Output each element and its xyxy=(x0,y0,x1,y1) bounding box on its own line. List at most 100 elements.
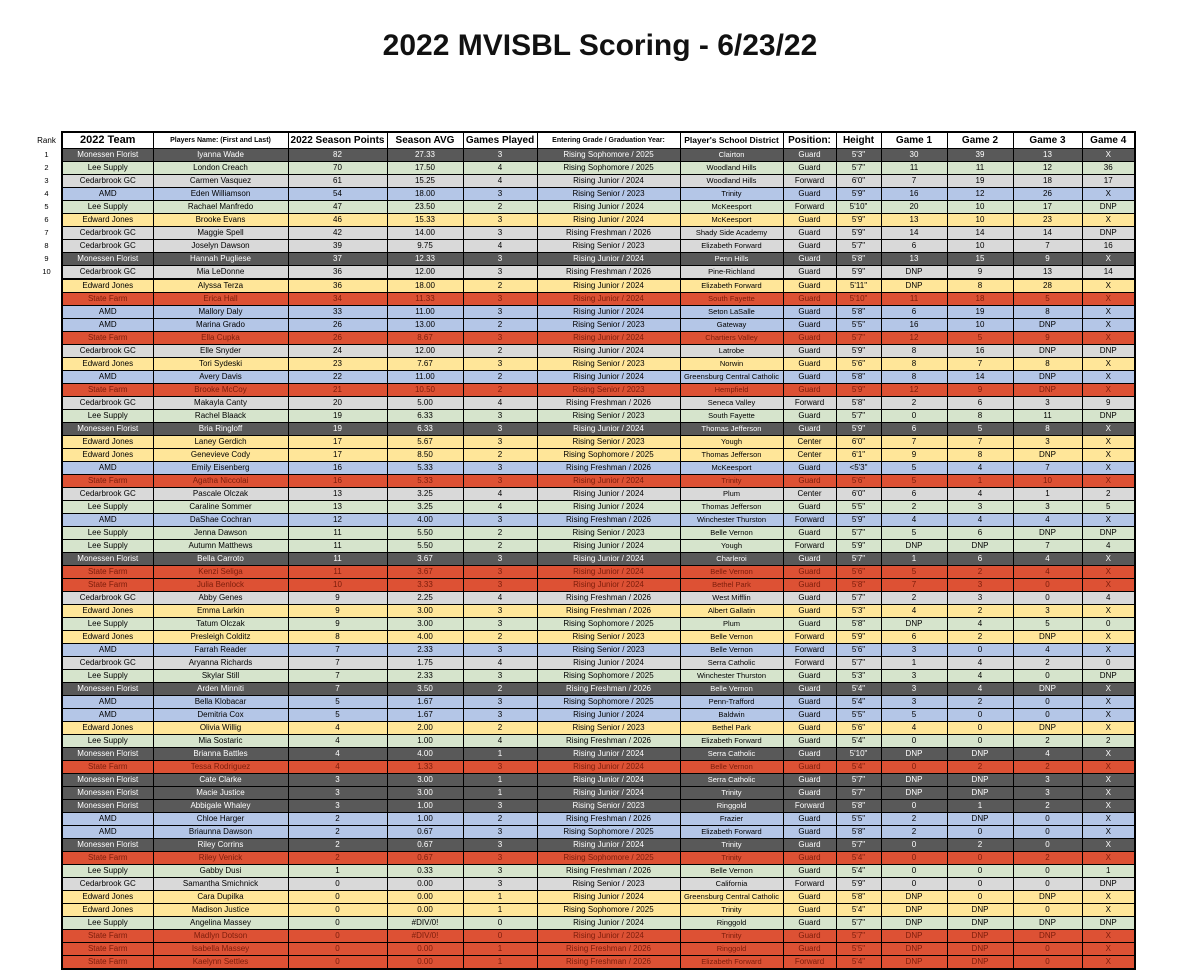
player-name-cell: Angelina Massey xyxy=(152,916,289,930)
game3-cell: 5 xyxy=(1012,292,1083,306)
game1-cell: 12 xyxy=(880,383,948,397)
season-points-cell: 26 xyxy=(287,331,388,345)
game4-cell: X xyxy=(1081,890,1136,904)
height-cell: 5'8" xyxy=(835,578,882,592)
game3-cell: 4 xyxy=(1012,747,1083,761)
position-cell: Guard xyxy=(782,357,837,371)
player-name-cell: Carmen Vasquez xyxy=(152,174,289,188)
game4-cell: 17 xyxy=(1081,174,1136,188)
rank-cell xyxy=(32,487,62,501)
position-cell: Guard xyxy=(782,825,837,839)
grade-year-cell: Rising Senior / 2023 xyxy=(536,877,681,891)
season-points-cell: 5 xyxy=(287,695,388,709)
rank-cell: 6 xyxy=(32,213,62,227)
position-cell: Guard xyxy=(782,838,837,852)
grade-year-cell: Rising Sophomore / 2025 xyxy=(536,851,681,865)
team-cell: Monessen Florist xyxy=(61,552,154,566)
height-cell: 5'9" xyxy=(835,265,882,280)
position-cell: Guard xyxy=(782,864,837,878)
rank-cell: 7 xyxy=(32,226,62,240)
team-cell: Cedarbrook GC xyxy=(61,487,154,501)
season-points-cell: 39 xyxy=(287,239,388,253)
team-cell: Monessen Florist xyxy=(61,747,154,761)
rank-cell xyxy=(32,500,62,514)
player-name-cell: Mia LeDonne xyxy=(152,265,289,280)
game1-cell: 0 xyxy=(880,734,948,748)
game2-cell: 14 xyxy=(946,226,1014,240)
game3-cell: DNP xyxy=(1012,526,1083,540)
game3-cell: 9 xyxy=(1012,331,1083,345)
game4-cell: 9 xyxy=(1081,396,1136,410)
game3-cell: 4 xyxy=(1012,643,1083,657)
season-avg-cell: 3.00 xyxy=(386,617,464,631)
game2-cell: 5 xyxy=(946,422,1014,436)
game4-cell: X xyxy=(1081,760,1136,774)
game1-cell: 2 xyxy=(880,396,948,410)
school-district-cell: Gateway xyxy=(679,318,784,332)
game3-cell: 14 xyxy=(1012,226,1083,240)
player-name-cell: Jenna Dawson xyxy=(152,526,289,540)
games-played-cell: 3 xyxy=(462,305,538,319)
season-points-cell: 0 xyxy=(287,890,388,904)
season-avg-cell: 2.25 xyxy=(386,591,464,605)
table-row: Lee Supply Autumn Matthews 11 5.50 2 Rising J… xyxy=(32,539,1136,553)
game4-cell: X xyxy=(1081,292,1136,306)
height-cell: 5'6" xyxy=(835,357,882,371)
team-cell: Lee Supply xyxy=(61,669,154,683)
team-cell: AMD xyxy=(61,513,154,527)
school-district-cell: West Mifflin xyxy=(679,591,784,605)
school-district-cell: Trinity xyxy=(679,929,784,943)
game4-cell: 2 xyxy=(1081,487,1136,501)
school-district-cell: Bethel Park xyxy=(679,578,784,592)
team-cell: Lee Supply xyxy=(61,409,154,423)
game2-cell: DNP xyxy=(946,773,1014,787)
game3-cell: 0 xyxy=(1012,812,1083,826)
season-points-cell: 13 xyxy=(287,487,388,501)
grade-year-cell: Rising Junior / 2024 xyxy=(536,773,681,787)
player-name-cell: Farrah Reader xyxy=(152,643,289,657)
season-points-cell: 11 xyxy=(287,539,388,553)
game1-cell: 0 xyxy=(880,851,948,865)
table-row: State Farm Kenzi Seliga 11 3.67 3 Rising Juni… xyxy=(32,565,1136,579)
game2-cell: 2 xyxy=(946,695,1014,709)
player-name-column-header: Players Name: (First and Last) xyxy=(152,131,289,149)
team-cell: Cedarbrook GC xyxy=(61,656,154,670)
grade-year-cell: Rising Freshman / 2026 xyxy=(536,734,681,748)
position-cell: Guard xyxy=(782,773,837,787)
height-cell: 5'7" xyxy=(835,656,882,670)
position-cell: Guard xyxy=(782,604,837,618)
season-points-cell: 7 xyxy=(287,669,388,683)
games-played-cell: 1 xyxy=(462,747,538,761)
season-avg-cell: 3.00 xyxy=(386,773,464,787)
game1-cell: 6 xyxy=(880,422,948,436)
games-played-cell: 3 xyxy=(462,708,538,722)
table-row: Monessen Florist Cate Clarke 3 3.00 1 Rising … xyxy=(32,773,1136,787)
season-points-cell: 0 xyxy=(287,877,388,891)
game2-cell: 19 xyxy=(946,305,1014,319)
game2-cell: 10 xyxy=(946,200,1014,214)
game2-cell: 14 xyxy=(946,370,1014,384)
season-avg-cell: 6.33 xyxy=(386,409,464,423)
position-cell: Forward xyxy=(782,799,837,813)
game4-cell: X xyxy=(1081,331,1136,345)
games-played-cell: 3 xyxy=(462,565,538,579)
team-cell: Edward Jones xyxy=(61,903,154,917)
player-name-cell: DaShae Cochran xyxy=(152,513,289,527)
grade-year-cell: Rising Junior / 2024 xyxy=(536,656,681,670)
table-row: Cedarbrook GC Makayla Canty 20 5.00 4 Rising … xyxy=(32,396,1136,410)
height-cell: 5'10" xyxy=(835,292,882,306)
season-avg-cell: 5.33 xyxy=(386,461,464,475)
game4-cell: DNP xyxy=(1081,877,1136,891)
games-played-cell: 4 xyxy=(462,500,538,514)
player-name-cell: Abbigale Whaley xyxy=(152,799,289,813)
table-row: Edward Jones Madison Justice 0 0.00 1 Rising … xyxy=(32,903,1136,917)
height-cell: 5'9" xyxy=(835,344,882,358)
game4-cell: 1 xyxy=(1081,864,1136,878)
games-played-cell: 1 xyxy=(462,890,538,904)
position-cell: Forward xyxy=(782,955,837,970)
game4-cell: X xyxy=(1081,318,1136,332)
rank-cell xyxy=(32,851,62,865)
season-avg-cell: 15.33 xyxy=(386,213,464,227)
game4-cell: X xyxy=(1081,747,1136,761)
grade-year-cell: Rising Freshman / 2026 xyxy=(536,942,681,956)
